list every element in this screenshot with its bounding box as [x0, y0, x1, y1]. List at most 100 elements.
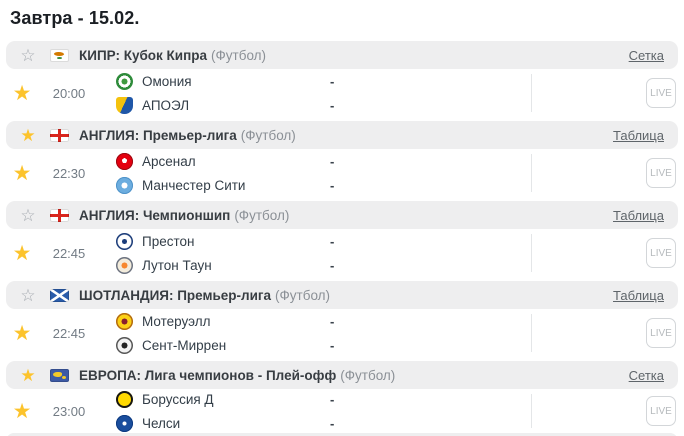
preston-logo-icon [116, 232, 133, 250]
team-name: Арсенал [142, 153, 196, 169]
team-score: - [330, 415, 335, 431]
scotland-flag-icon [50, 288, 69, 302]
league-table-link[interactable]: Таблица [613, 207, 664, 223]
team-name: Престон [142, 233, 195, 249]
league-header: КИПР: Кубок Кипра(Футбол) Сетка [6, 41, 678, 69]
favorite-match-star-icon[interactable] [0, 323, 44, 344]
arsenal-logo-icon [116, 152, 133, 170]
match-row[interactable]: 22:30 Арсенал - Манчестер Сити - LIVE [0, 149, 684, 197]
league-section-europe: ЕВРОПА: Лига чемпионов - Плей-офф(Футбол… [0, 361, 684, 433]
league-header: ШОТЛАНДИЯ: Премьер-лига(Футбол) Таблица [6, 281, 678, 309]
league-title: АНГЛИЯ: Премьер-лига (Футбол) [79, 128, 296, 143]
europe-flag-icon [50, 368, 69, 382]
match-row[interactable]: 20:00 Омония - АПОЭЛ - LIVE [0, 69, 684, 117]
teams: Арсенал - Манчестер Сити - [116, 152, 354, 194]
match-time: 22:30 [52, 165, 86, 181]
league-section-england-premier: АНГЛИЯ: Премьер-лига(Футбол) Таблица 22:… [0, 121, 684, 197]
league-title: ШОТЛАНДИЯ: Премьер-лига (Футбол) [79, 288, 330, 303]
manchester-city-logo-icon [116, 176, 133, 194]
team-score: - [330, 257, 335, 273]
next-league-header-partial [6, 433, 678, 436]
row-divider [531, 234, 532, 272]
page-title: Завтра - 15.02. [10, 8, 140, 28]
league-name: АНГЛИЯ: Премьер-лига [79, 127, 237, 143]
away-team: Манчестер Сити - [116, 176, 354, 194]
league-sport: (Футбол) [234, 207, 290, 223]
live-button[interactable]: LIVE [646, 158, 676, 188]
team-score: - [330, 153, 335, 169]
favorite-league-star-icon[interactable] [6, 127, 50, 144]
favorite-match-star-icon[interactable] [0, 83, 44, 104]
teams: Боруссия Д - Челси - [116, 390, 354, 432]
team-name: Сент-Миррен [142, 337, 227, 353]
favorite-match-star-icon[interactable] [0, 243, 44, 264]
match-row[interactable]: 23:00 Боруссия Д - Челси - LIVE [0, 389, 684, 433]
luton-town-logo-icon [116, 256, 133, 274]
away-team: Лутон Таун - [116, 256, 354, 274]
live-button[interactable]: LIVE [646, 318, 676, 348]
team-name: Омония [142, 73, 192, 89]
st-mirren-logo-icon [116, 336, 133, 354]
teams: Мотеруэлл - Сент-Миррен - [116, 312, 354, 354]
live-button[interactable]: LIVE [646, 238, 676, 268]
team-name: Манчестер Сити [142, 177, 246, 193]
league-name: ЕВРОПА: Лига чемпионов - Плей-офф [79, 367, 337, 383]
team-name: Боруссия Д [142, 391, 214, 407]
team-score: - [330, 313, 335, 329]
favorite-league-star-icon[interactable] [6, 287, 50, 304]
away-team: Сент-Миррен - [116, 336, 354, 354]
home-team: Престон - [116, 232, 354, 250]
favorite-league-star-icon[interactable] [6, 47, 50, 64]
team-name: АПОЭЛ [142, 97, 190, 113]
row-divider [531, 314, 532, 352]
match-time: 22:45 [52, 245, 86, 261]
league-sport: (Футбол) [275, 287, 331, 303]
league-sport: (Футбол) [340, 367, 396, 383]
apoel-logo-icon [116, 96, 133, 114]
teams: Престон - Лутон Таун - [116, 232, 354, 274]
favorite-match-star-icon[interactable] [0, 401, 44, 422]
league-table-link[interactable]: Таблица [613, 127, 664, 143]
favorite-league-star-icon[interactable] [6, 207, 50, 224]
league-title: КИПР: Кубок Кипра (Футбол) [79, 48, 266, 63]
league-bracket-link[interactable]: Сетка [628, 47, 664, 63]
team-name: Мотеруэлл [142, 313, 211, 329]
team-score: - [330, 391, 335, 407]
team-score: - [330, 233, 335, 249]
motherwell-logo-icon [116, 312, 133, 330]
england-flag-icon [50, 128, 69, 142]
favorite-match-star-icon[interactable] [0, 163, 44, 184]
team-score: - [330, 177, 335, 193]
away-team: АПОЭЛ - [116, 96, 354, 114]
match-time: 20:00 [52, 85, 86, 101]
match-row[interactable]: 22:45 Мотеруэлл - Сент-Миррен - LIVE [0, 309, 684, 357]
borussia-dortmund-logo-icon [116, 390, 133, 408]
match-time: 23:00 [52, 403, 86, 419]
cyprus-flag-icon [50, 48, 69, 62]
match-row[interactable]: 22:45 Престон - Лутон Таун - LIVE [0, 229, 684, 277]
team-score: - [330, 337, 335, 353]
team-name: Лутон Таун [142, 257, 212, 273]
live-button[interactable]: LIVE [646, 396, 676, 426]
league-header: АНГЛИЯ: Чемпионшип(Футбол) Таблица [6, 201, 678, 229]
row-divider [531, 154, 532, 192]
league-table-link[interactable]: Таблица [613, 287, 664, 303]
live-button[interactable]: LIVE [646, 78, 676, 108]
league-name: КИПР: Кубок Кипра [79, 47, 208, 63]
teams: Омония - АПОЭЛ - [116, 72, 354, 114]
league-section-cyprus: КИПР: Кубок Кипра(Футбол) Сетка 20:00 Ом… [0, 41, 684, 117]
row-divider [531, 74, 532, 112]
home-team: Омония - [116, 72, 354, 90]
team-score: - [330, 73, 335, 89]
favorite-league-star-icon[interactable] [6, 367, 50, 384]
row-divider [531, 394, 532, 428]
league-title: ЕВРОПА: Лига чемпионов - Плей-офф (Футбол… [79, 368, 395, 383]
league-sport: (Футбол) [211, 47, 267, 63]
team-name: Челси [142, 415, 181, 431]
league-section-england-championship: АНГЛИЯ: Чемпионшип(Футбол) Таблица 22:45… [0, 201, 684, 277]
league-header: АНГЛИЯ: Премьер-лига(Футбол) Таблица [6, 121, 678, 149]
league-name: АНГЛИЯ: Чемпионшип [79, 207, 231, 223]
league-name: ШОТЛАНДИЯ: Премьер-лига [79, 287, 272, 303]
league-bracket-link[interactable]: Сетка [628, 367, 664, 383]
